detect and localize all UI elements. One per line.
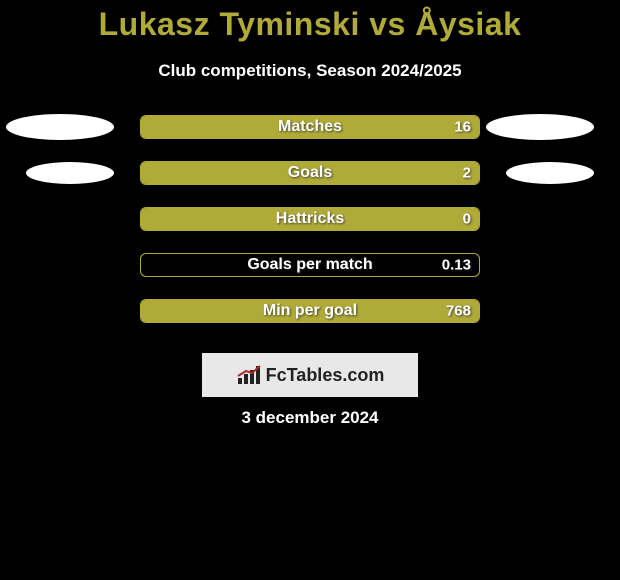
stat-label: Goals — [288, 164, 332, 182]
player-right-marker — [506, 162, 594, 184]
brand-name: FcTables.com — [266, 365, 385, 386]
brand-footer[interactable]: FcTables.com — [202, 353, 418, 397]
stat-value: 0.13 — [442, 257, 471, 274]
stat-bar: Goals 2 — [140, 161, 480, 185]
stat-label: Min per goal — [263, 302, 357, 320]
stat-label: Hattricks — [276, 210, 344, 228]
stat-value: 0 — [463, 211, 471, 228]
stat-label: Goals per match — [247, 256, 372, 274]
date-label: 3 december 2024 — [0, 408, 620, 428]
stat-row: Min per goal 768 — [0, 292, 620, 338]
bars-icon — [236, 364, 262, 386]
subtitle: Club competitions, Season 2024/2025 — [0, 61, 620, 81]
stat-bar: Min per goal 768 — [140, 299, 480, 323]
stat-row: Goals 2 — [0, 154, 620, 200]
stat-label: Matches — [278, 118, 342, 136]
stat-value: 16 — [454, 119, 471, 136]
stat-bar: Goals per match 0.13 — [140, 253, 480, 277]
page-title: Lukasz Tyminski vs Åysiak — [0, 0, 620, 43]
player-left-marker — [6, 114, 114, 140]
stat-row: Matches 16 — [0, 108, 620, 154]
stat-bar: Matches 16 — [140, 115, 480, 139]
stat-row: Hattricks 0 — [0, 200, 620, 246]
stat-row: Goals per match 0.13 — [0, 246, 620, 292]
player-left-marker — [26, 162, 114, 184]
stat-bar: Hattricks 0 — [140, 207, 480, 231]
player-right-marker — [486, 114, 594, 140]
stat-value: 2 — [463, 165, 471, 182]
stat-value: 768 — [446, 303, 471, 320]
